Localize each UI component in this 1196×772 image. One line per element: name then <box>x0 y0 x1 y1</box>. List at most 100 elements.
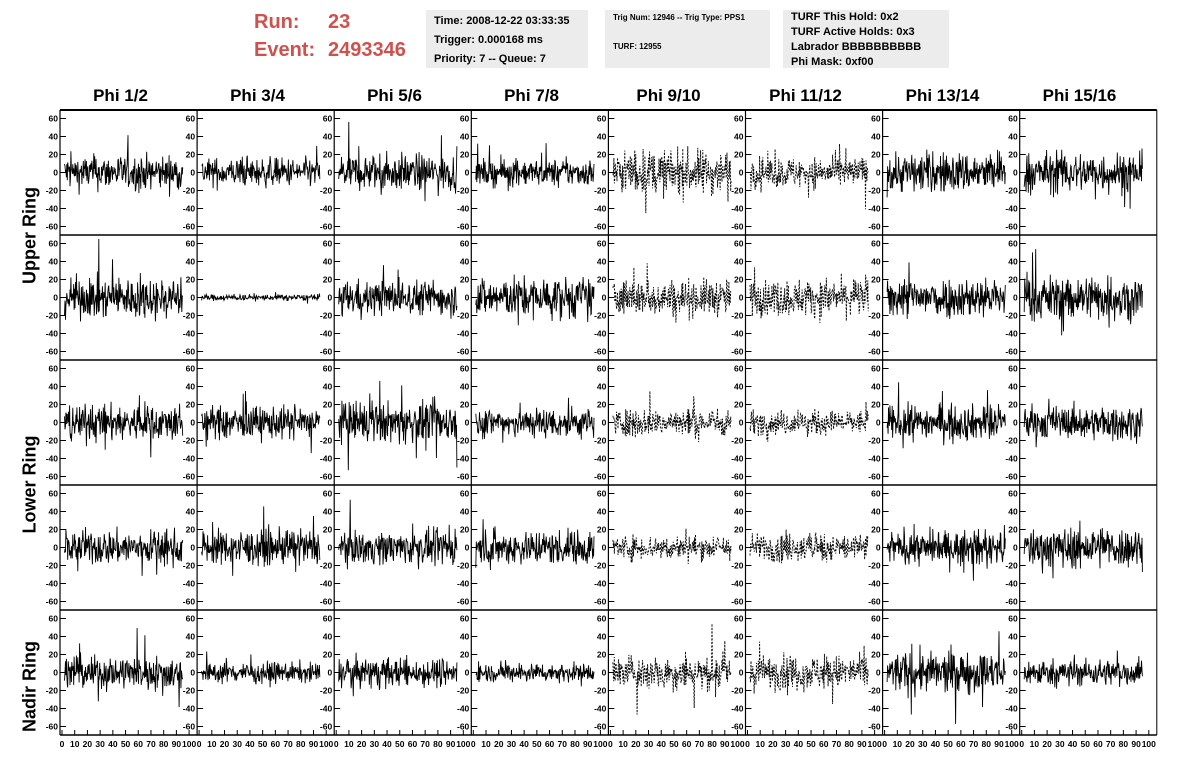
y-tick-label: 40 <box>871 132 881 142</box>
panel-r3-c2: -60 -40 -20 0 20 40 60 <box>320 485 458 610</box>
y-tick-label: 0 <box>739 668 744 678</box>
y-tick-label: 20 <box>734 525 744 535</box>
x-tick-label: 60 <box>682 739 692 749</box>
x-tick-label: 100 <box>1142 739 1156 749</box>
y-tick-label: 0 <box>190 293 195 303</box>
panel-r0-c4: -60 -40 -20 0 20 40 60 <box>594 110 732 235</box>
y-tick-label: 0 <box>876 168 881 178</box>
y-tick-label: 60 <box>186 239 196 249</box>
y-tick-label: 40 <box>323 132 333 142</box>
x-tick-label: 100 <box>593 739 607 749</box>
time-text: Time: 2008-12-22 03:33:35 <box>434 15 570 27</box>
y-tick-label: 40 <box>49 632 59 642</box>
y-tick-label: 0 <box>876 543 881 553</box>
y-tick-label: -60 <box>46 722 59 732</box>
y-tick-label: -60 <box>320 597 333 607</box>
y-tick-label: 40 <box>186 132 196 142</box>
turf-this-hold-text: TURF This Hold: 0x2 <box>791 11 899 23</box>
y-tick-label: -40 <box>46 329 59 339</box>
x-tick-label: 70 <box>283 739 293 749</box>
y-tick-label: 60 <box>871 614 881 624</box>
y-tick-label: -40 <box>183 454 196 464</box>
y-tick-label: 0 <box>1013 168 1018 178</box>
y-tick-label: 40 <box>734 132 744 142</box>
y-tick-label: -20 <box>46 311 59 321</box>
y-tick-label: 0 <box>53 418 58 428</box>
y-tick-label: -40 <box>457 579 470 589</box>
y-tick-label: 0 <box>190 418 195 428</box>
y-tick-label: 0 <box>876 668 881 678</box>
y-tick-label: 20 <box>597 275 607 285</box>
y-tick-label: 20 <box>1008 400 1018 410</box>
y-tick-label: -60 <box>731 722 744 732</box>
y-tick-label: 20 <box>186 525 196 535</box>
y-tick-label: -60 <box>868 472 881 482</box>
panel-r1-c5: -60 -40 -20 0 20 40 60 <box>731 235 869 360</box>
x-tick-label: 80 <box>570 739 580 749</box>
y-tick-label: 40 <box>1008 632 1018 642</box>
y-tick-label: -40 <box>1005 204 1018 214</box>
y-tick-label: -20 <box>1005 686 1018 696</box>
y-tick-label: 40 <box>460 132 470 142</box>
x-tick-label: 40 <box>657 739 667 749</box>
panel-r0-c5: -60 -40 -20 0 20 40 60 <box>731 110 869 235</box>
y-tick-label: -40 <box>320 454 333 464</box>
y-tick-label: 20 <box>734 275 744 285</box>
y-tick-label: 40 <box>1008 257 1018 267</box>
y-tick-label: 20 <box>1008 150 1018 160</box>
y-tick-label: 40 <box>871 382 881 392</box>
y-tick-label: -20 <box>1005 186 1018 196</box>
x-tick-label: 100 <box>456 739 470 749</box>
x-tick-label: 40 <box>382 739 392 749</box>
x-tick-label: 90 <box>994 739 1004 749</box>
x-tick-label: 50 <box>258 739 268 749</box>
waveform-trace <box>612 391 732 443</box>
y-tick-label: -40 <box>868 704 881 714</box>
waveform-trace <box>612 146 732 214</box>
x-tick-label: 0 <box>745 739 750 749</box>
y-tick-label: -60 <box>594 722 607 732</box>
x-tick-label: 40 <box>794 739 804 749</box>
y-tick-label: 20 <box>186 650 196 660</box>
panel-r2-c5: -60 -40 -20 0 20 40 60 <box>731 360 869 485</box>
waveform-trace <box>338 121 458 202</box>
y-tick-label: 60 <box>323 614 333 624</box>
y-tick-label: 40 <box>323 382 333 392</box>
x-tick-label: 0 <box>60 739 65 749</box>
x-tick-label: 60 <box>134 739 144 749</box>
y-tick-label: 20 <box>597 150 607 160</box>
y-tick-label: -20 <box>868 686 881 696</box>
y-tick-label: 20 <box>49 150 59 160</box>
y-tick-label: 60 <box>871 364 881 374</box>
waveform-trace <box>201 651 321 688</box>
column-header-6: Phi 11/12 <box>769 86 842 105</box>
y-tick-label: -20 <box>1005 311 1018 321</box>
y-tick-label: 60 <box>597 114 607 124</box>
x-tick-label: 0 <box>1019 739 1024 749</box>
panel-r2-c4: -60 -40 -20 0 20 40 60 <box>594 360 732 485</box>
y-tick-label: 20 <box>186 400 196 410</box>
y-tick-label: 40 <box>49 382 59 392</box>
y-tick-label: -20 <box>320 561 333 571</box>
y-tick-label: 40 <box>734 382 744 392</box>
y-tick-label: 0 <box>739 418 744 428</box>
waveform-trace <box>64 135 184 197</box>
event-value: 2493346 <box>328 39 406 61</box>
y-tick-label: -20 <box>868 436 881 446</box>
y-tick-label: -20 <box>457 561 470 571</box>
y-tick-label: 40 <box>49 257 59 267</box>
panel-r3-c4: -60 -40 -20 0 20 40 60 <box>594 485 732 610</box>
waveform-trace <box>475 397 595 443</box>
y-tick-label: 40 <box>186 507 196 517</box>
y-tick-label: 0 <box>602 418 607 428</box>
x-tick-label: 30 <box>95 739 105 749</box>
waveform-trace <box>338 499 458 570</box>
y-tick-label: 20 <box>597 650 607 660</box>
waveform-trace <box>749 529 869 564</box>
x-tick-label: 100 <box>319 739 333 749</box>
panel-r3-c5: -60 -40 -20 0 20 40 60 <box>731 485 869 610</box>
y-tick-label: -60 <box>46 472 59 482</box>
y-tick-label: -20 <box>731 186 744 196</box>
